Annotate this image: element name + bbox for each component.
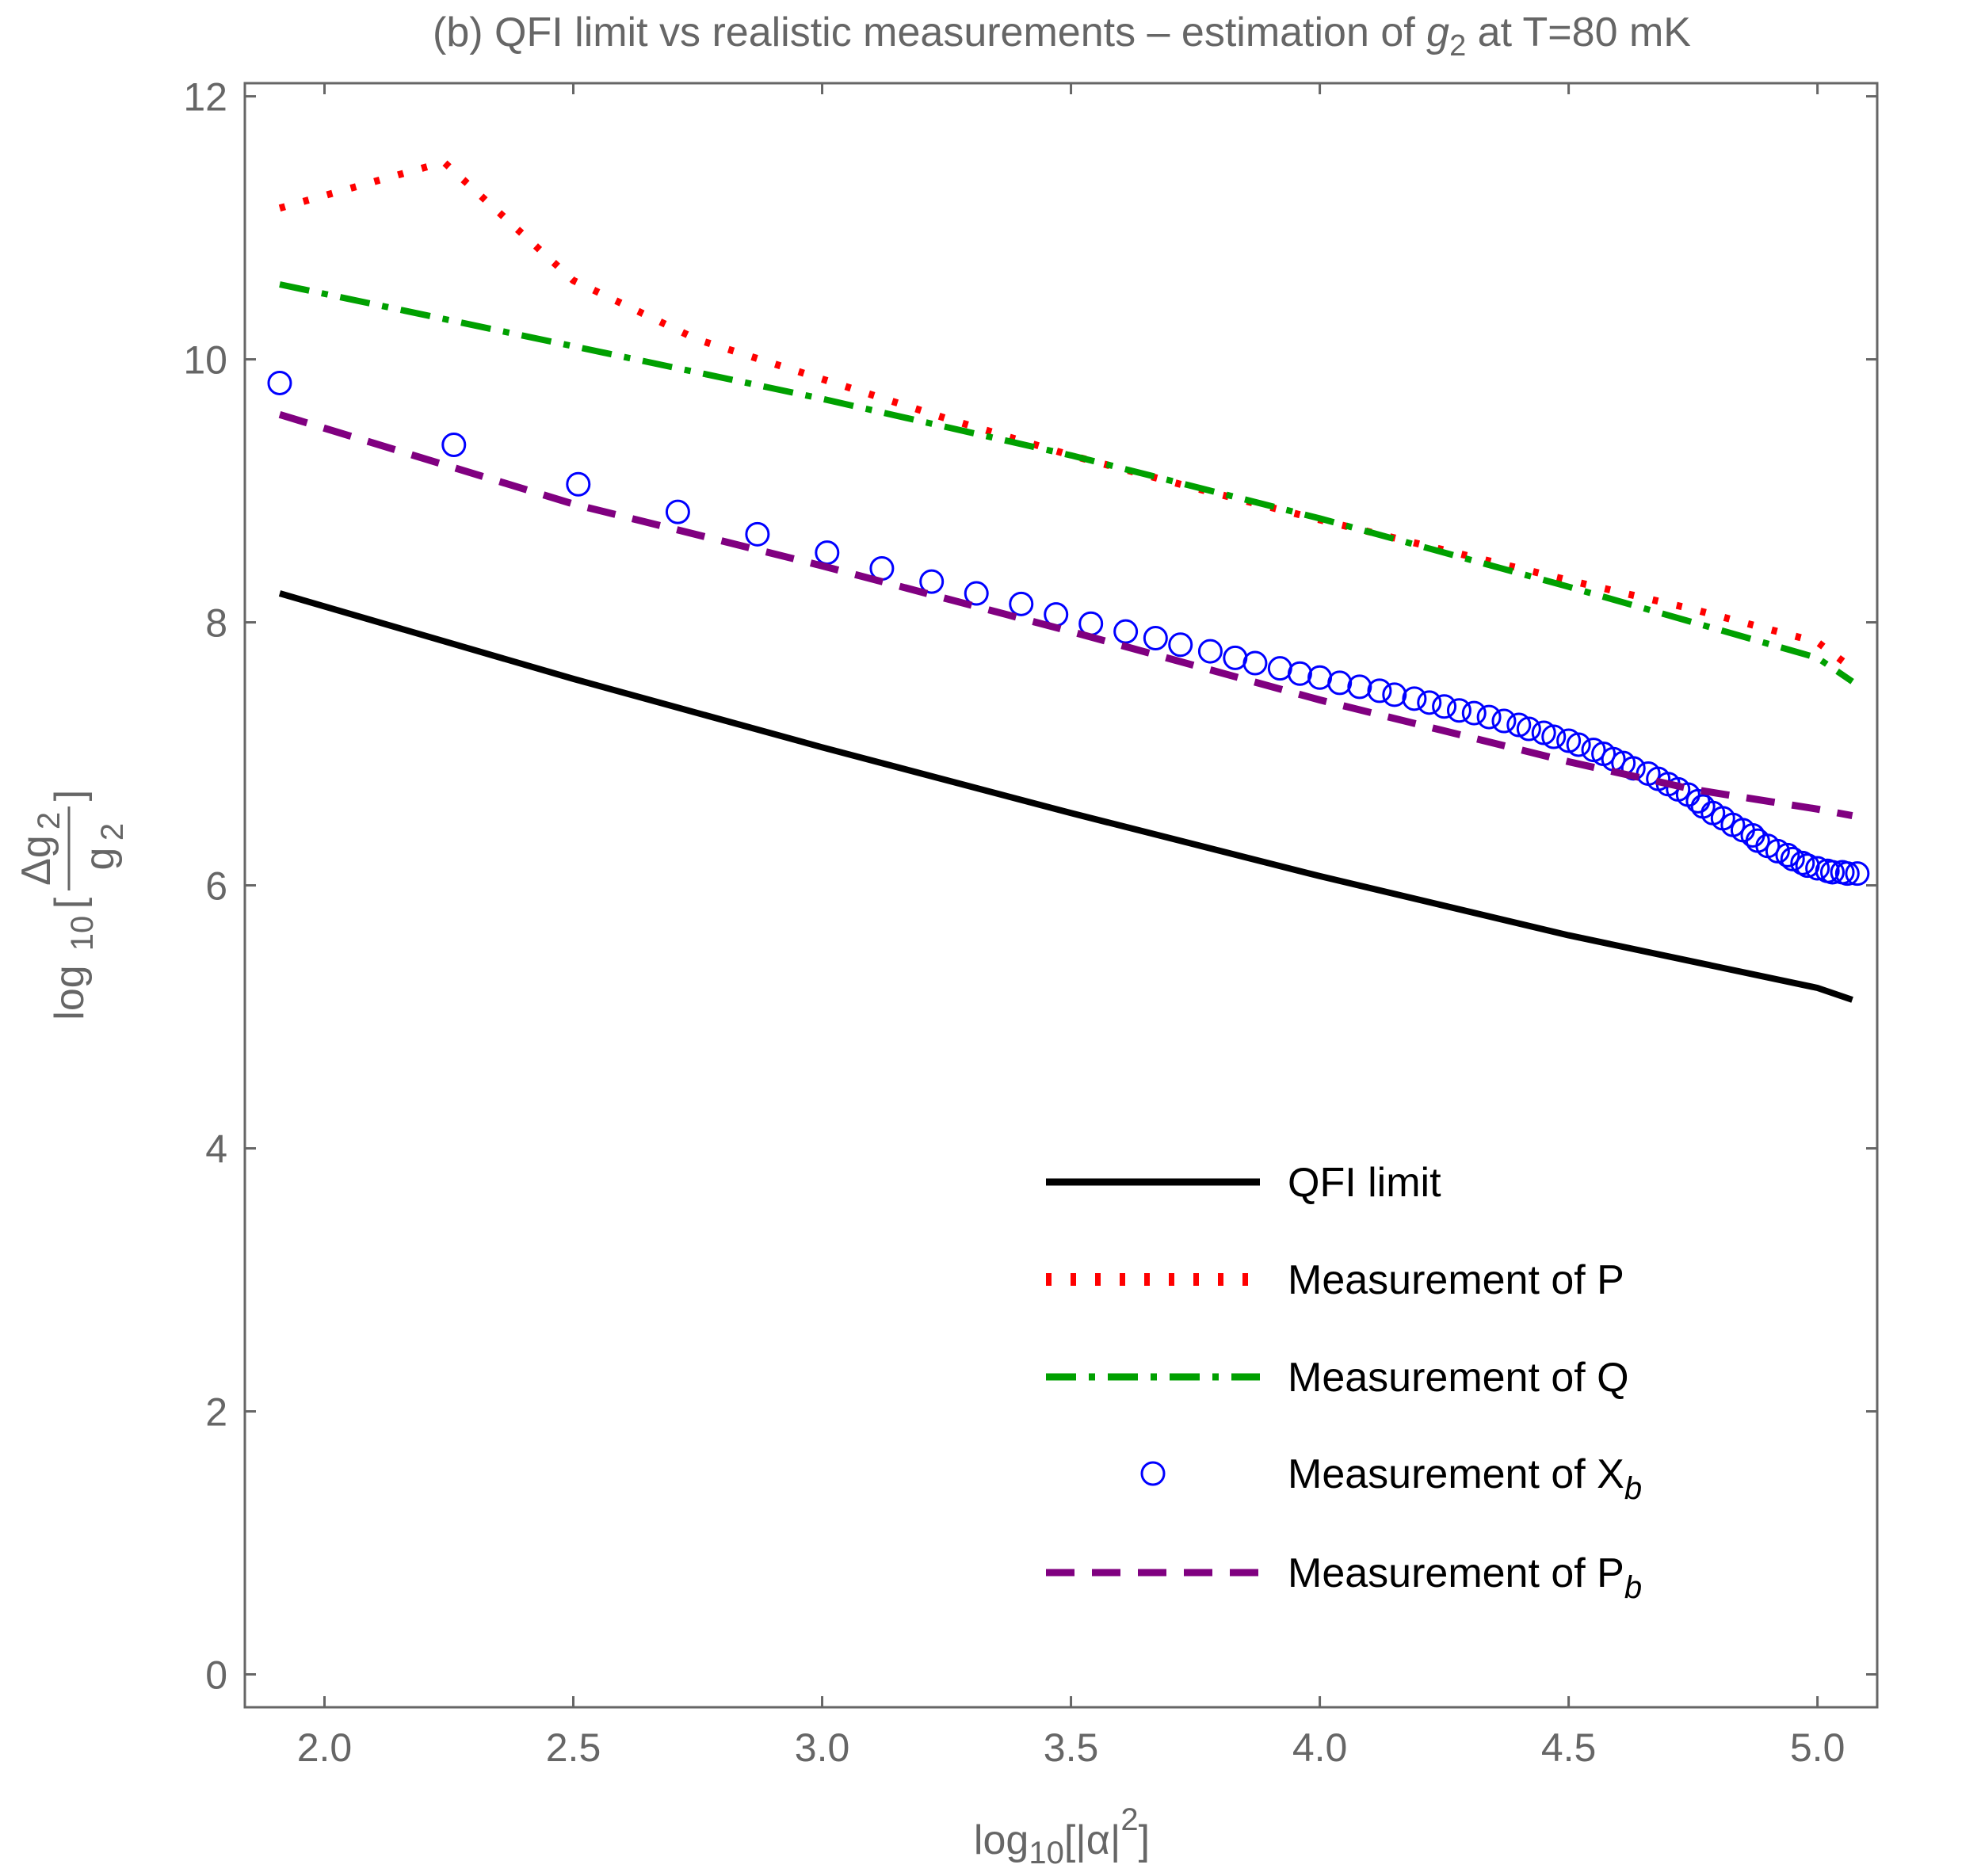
legend-pb-sub: b — [1624, 1570, 1642, 1605]
series-measurement-of-x-b-point — [1446, 698, 1471, 723]
chart-title-suffix: at T=80 mK — [1466, 10, 1691, 55]
chart-title-prefix: (b) QFI limit vs realistic measurements … — [433, 10, 1426, 55]
series-measurement-of-q-line — [279, 281, 1854, 684]
y-label-pre: log — [47, 965, 93, 1020]
series-measurement-of-x-b-point — [1327, 670, 1353, 696]
series-measurement-of-x-b-point — [267, 370, 292, 395]
series-measurement-of-x-b-point — [1267, 656, 1292, 681]
series-measurement-of-x-b-point — [1819, 860, 1845, 885]
series-measurement-of-x-b-point — [815, 540, 840, 566]
series-measurement-of-x-b-point — [1113, 619, 1139, 644]
x-label-mid: [|α| — [1064, 1817, 1121, 1863]
x-axis-label: log10[|α|2] — [974, 1802, 1150, 1870]
axis-ticks: 2.0 2.5 3.0 3.5 4.0 4.5 5.0 0 2 4 6 8 10 12 — [183, 75, 1877, 1770]
series-measurement-of-x-b-point — [665, 499, 690, 524]
series-measurement-of-x-b-point — [1491, 708, 1517, 734]
y-tick-label: 4 — [205, 1127, 227, 1172]
x-label-post: ] — [1139, 1817, 1150, 1863]
series-measurement-of-x-b-point — [1009, 591, 1034, 616]
x-tick-label: 3.5 — [1044, 1725, 1099, 1770]
series-measurement-of-x-b-point — [1805, 856, 1830, 881]
x-tick-label: 4.0 — [1292, 1725, 1348, 1770]
y-axis-label: log 10 [ Δg 2 g 2 ] — [13, 790, 130, 1020]
series-measurement-of-x-b-point — [1516, 716, 1541, 742]
series-measurement-of-x-b-point — [1223, 645, 1248, 670]
series-measurement-of-x-b-point — [1541, 724, 1567, 749]
series-measurement-of-x-b-point — [1417, 690, 1442, 715]
series-qfi-limit-line — [278, 590, 1853, 1003]
y-label-bracket-close: ] — [47, 790, 93, 801]
series-measurement-of-x-b-point — [1367, 678, 1392, 704]
y-tick-label: 8 — [205, 601, 227, 646]
series-measurement-of-x-b-point — [1790, 850, 1815, 875]
series-measurement-of-x-b-point — [1347, 674, 1372, 700]
y-tick-label: 6 — [205, 864, 227, 909]
x-tick-label: 3.0 — [795, 1725, 850, 1770]
x-label-pre: log — [974, 1817, 1029, 1863]
series-measurement-of-x-b-point — [964, 581, 989, 606]
y-label-sub: 10 — [65, 916, 100, 951]
x-tick-label: 2.0 — [297, 1725, 353, 1770]
series-measurement-of-x-b-point — [1307, 665, 1333, 690]
y-tick-label: 10 — [183, 338, 227, 383]
x-tick-label: 5.0 — [1790, 1725, 1845, 1770]
chart-title-sub: 2 — [1449, 29, 1466, 63]
y-label-numerator-sub: 2 — [32, 812, 67, 829]
y-tick-label: 0 — [205, 1653, 227, 1698]
y-label-numerator: Δg — [13, 835, 59, 886]
series-measurement-of-x-b-point — [1566, 732, 1591, 757]
series-measurement-of-x-b-point — [441, 432, 467, 457]
series-measurement-of-x-b-point — [1775, 842, 1800, 867]
legend-qfi-label: QFI limit — [1288, 1160, 1441, 1206]
series-measurement-of-x-b-point — [1382, 682, 1407, 707]
series-measurement-of-x-b-point — [1461, 700, 1487, 726]
series-measurement-of-x-b-point — [1834, 861, 1860, 887]
series-measurement-of-x-b-point — [1197, 639, 1223, 664]
x-label-sup: 2 — [1120, 1802, 1138, 1837]
y-label-bracket-open: [ — [47, 897, 93, 909]
y-tick-label: 2 — [205, 1390, 227, 1435]
legend-xb-label: Measurement of Xb — [1288, 1451, 1642, 1506]
series-measurement-of-x-b-point — [566, 471, 591, 497]
legend: QFI limit Measurement of P Measurement o… — [1046, 1160, 1642, 1605]
chart-title: (b) QFI limit vs realistic measurements … — [433, 10, 1691, 63]
series-group — [267, 158, 1870, 1003]
x-tick-label: 2.5 — [546, 1725, 601, 1770]
series-measurement-of-x-b-point — [1402, 686, 1427, 711]
series-measurement-of-p-line — [278, 158, 1855, 672]
y-tick-label: 12 — [183, 75, 227, 120]
chart-title-var: g — [1426, 10, 1449, 55]
plot-frame — [243, 82, 1879, 1709]
series-measurement-of-x-b-point — [1287, 661, 1312, 686]
legend-xb-name: Measurement of X — [1288, 1451, 1624, 1497]
legend-xb-swatch — [1140, 1461, 1166, 1486]
series-measurement-of-x-b-point — [1242, 650, 1268, 676]
series-measurement-of-x-b-point — [1168, 632, 1193, 658]
series-measurement-of-x-b-point — [1143, 625, 1168, 650]
series-measurement-of-x-b-point — [1476, 704, 1502, 730]
legend-pb-name: Measurement of P — [1288, 1550, 1624, 1596]
series-measurement-of-x-b-point — [1432, 694, 1457, 719]
legend-xb-sub: b — [1624, 1471, 1642, 1506]
series-measurement-of-x-b-point — [919, 569, 945, 594]
series-measurement-of-x-b-point — [745, 521, 770, 547]
x-tick-label: 4.5 — [1541, 1725, 1597, 1770]
legend-pb-label: Measurement of Pb — [1288, 1550, 1642, 1605]
y-label-denominator-sub: 2 — [95, 823, 130, 841]
y-label-denominator: g — [77, 848, 123, 871]
legend-q-label: Measurement of Q — [1288, 1355, 1629, 1401]
series-measurement-of-x-b-point — [1845, 861, 1870, 887]
series-measurement-of-x-b-point — [1685, 788, 1711, 814]
legend-p-label: Measurement of P — [1288, 1257, 1624, 1303]
series-measurement-of-p-b-line — [278, 410, 1853, 820]
x-label-sub: 10 — [1029, 1836, 1064, 1870]
